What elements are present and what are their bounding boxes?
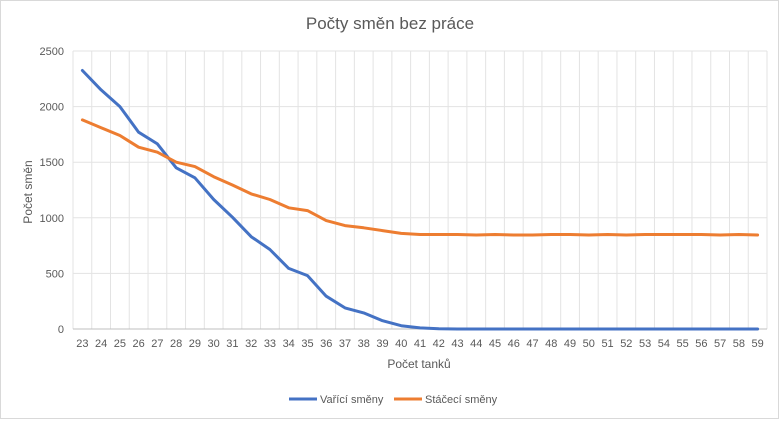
y-tick-label: 2500	[40, 46, 64, 58]
x-tick-label: 35	[301, 338, 313, 350]
x-tick-label: 37	[339, 338, 351, 350]
x-tick-label: 44	[470, 338, 482, 350]
x-tick-label: 59	[751, 338, 763, 350]
y-tick-label: 1500	[40, 157, 64, 169]
x-tick-label: 38	[358, 338, 370, 350]
x-tick-label: 46	[508, 338, 520, 350]
x-tick-label: 48	[545, 338, 557, 350]
legend-label-2: Stáčecí směny	[425, 394, 498, 406]
y-axis-label: Počet směn	[21, 160, 35, 223]
x-tick-label: 50	[583, 338, 595, 350]
y-tick-label: 1000	[40, 213, 64, 225]
y-tick-label: 500	[46, 268, 64, 280]
x-tick-label: 51	[601, 338, 613, 350]
x-tick-label: 27	[151, 338, 163, 350]
chart-title: Počty směn bez práce	[306, 14, 474, 33]
x-tick-label: 56	[695, 338, 707, 350]
x-tick-label: 43	[451, 338, 463, 350]
x-tick-label: 39	[376, 338, 388, 350]
x-tick-label: 23	[76, 338, 88, 350]
x-tick-label: 34	[283, 338, 295, 350]
series-line-2	[80, 118, 760, 237]
x-tick-label: 28	[170, 338, 182, 350]
x-axis-label: Počet tanků	[387, 357, 450, 371]
x-tick-label: 25	[114, 338, 126, 350]
x-tick-label: 41	[414, 338, 426, 350]
series-line-1	[80, 69, 760, 331]
x-tick-label: 32	[245, 338, 257, 350]
x-tick-label: 26	[133, 338, 145, 350]
x-tick-label: 55	[676, 338, 688, 350]
x-tick-label: 52	[620, 338, 632, 350]
x-tick-label: 42	[433, 338, 445, 350]
x-tick-label: 36	[320, 338, 332, 350]
x-tick-label: 53	[639, 338, 651, 350]
x-tick-label: 40	[395, 338, 407, 350]
x-tick-label: 33	[264, 338, 276, 350]
x-tick-label: 45	[489, 338, 501, 350]
x-tick-label: 30	[208, 338, 220, 350]
x-tick-label: 57	[714, 338, 726, 350]
x-tick-label: 24	[95, 338, 107, 350]
x-tick-label: 49	[564, 338, 576, 350]
x-tick-label: 58	[733, 338, 745, 350]
y-tick-label: 0	[58, 324, 64, 336]
x-tick-label: 29	[189, 338, 201, 350]
x-tick-label: 47	[526, 338, 538, 350]
legend-label-1: Vařící směny	[320, 394, 384, 406]
y-tick-label: 2000	[40, 102, 64, 114]
x-tick-label: 31	[226, 338, 238, 350]
legend: Vařící směny Stáčecí směny	[289, 394, 498, 406]
x-tick-label: 54	[658, 338, 670, 350]
